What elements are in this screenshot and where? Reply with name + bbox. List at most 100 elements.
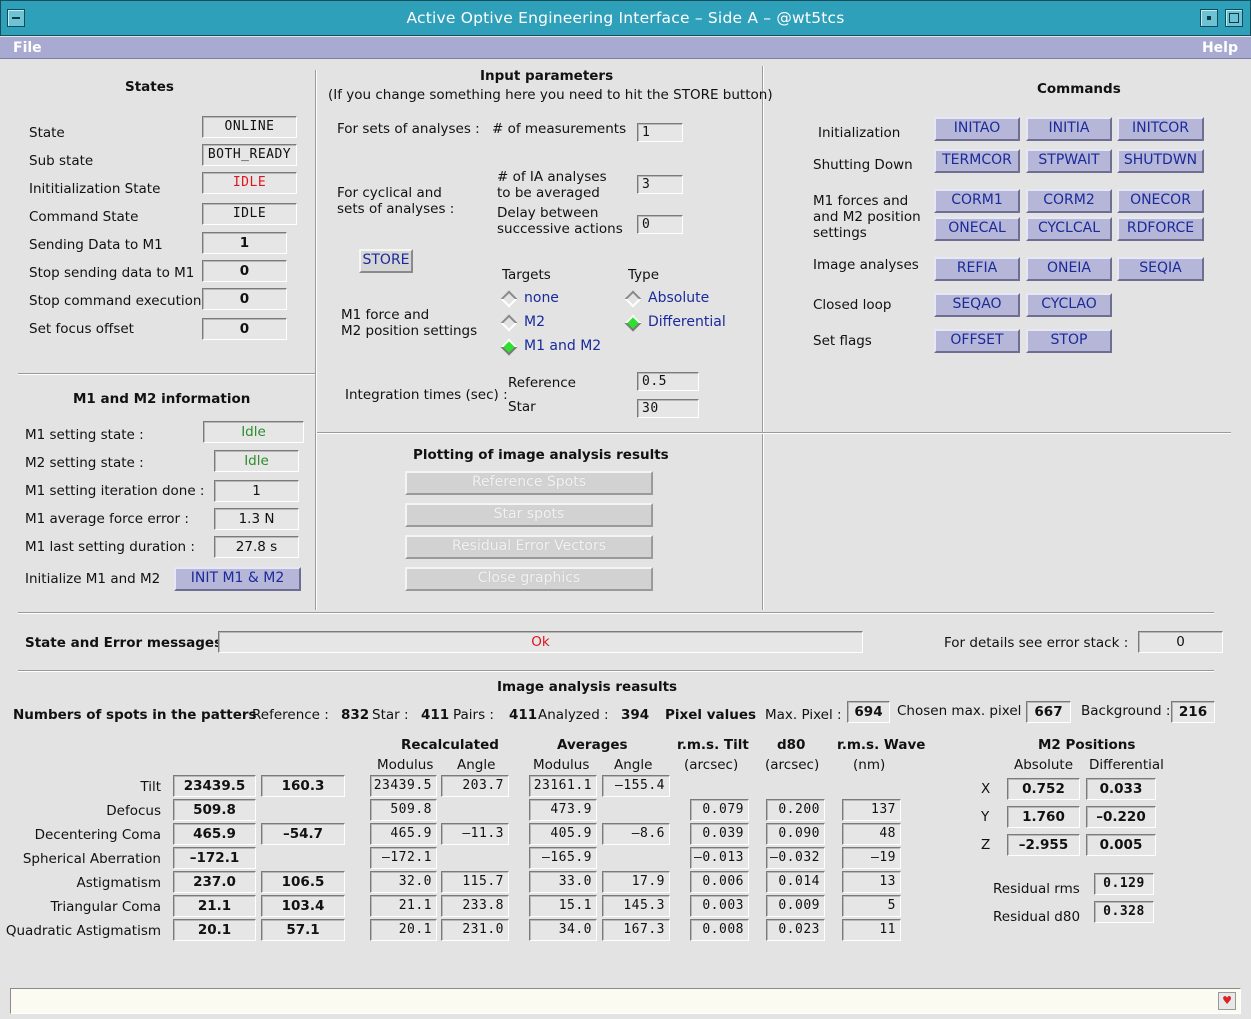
cyclcal-button[interactable]: CYCLCAL	[1026, 217, 1112, 241]
cell-rang: 115.7	[441, 871, 509, 893]
title-bar[interactable]: Active Optive Engineering Interface – Si…	[0, 0, 1251, 36]
oneia-button[interactable]: ONEIA	[1026, 257, 1112, 281]
num-measurements-input[interactable]: 1	[637, 123, 683, 142]
rdforce-button[interactable]: RDFORCE	[1117, 217, 1204, 241]
m1-force-error-label: M1 average force error :	[25, 511, 189, 527]
cell-tilt: 0.079	[690, 799, 749, 821]
focus-offset-label: Set focus offset	[29, 321, 134, 337]
target-m2-radio[interactable]	[500, 314, 518, 332]
window-menu-button[interactable]	[7, 9, 25, 27]
star-count-value: 411	[421, 707, 450, 723]
cell-aang: –8.6	[602, 823, 670, 845]
store-button[interactable]: STORE	[359, 249, 413, 273]
delay-input[interactable]: 0	[637, 215, 683, 234]
onecor-button[interactable]: ONECOR	[1117, 189, 1204, 213]
maximize-button[interactable]	[1225, 9, 1243, 27]
type-absolute-radio[interactable]	[624, 290, 642, 308]
stpwait-button[interactable]: STPWAIT	[1026, 149, 1112, 173]
shutdwn-button[interactable]: SHUTDWN	[1117, 149, 1204, 173]
row-name: Triangular Coma	[50, 899, 162, 915]
termcor-button[interactable]: TERMCOR	[934, 149, 1020, 173]
chosen-pixel-value: 667	[1026, 701, 1071, 723]
cell-rmod: 21.1	[370, 895, 437, 917]
analyzed-count-value: 394	[621, 707, 650, 723]
reference-spots-button[interactable]: Reference Spots	[405, 471, 653, 495]
initia-button[interactable]: INITIA	[1026, 117, 1112, 141]
ia-analyses-input[interactable]: 3	[637, 175, 683, 194]
sending-data-label: Sending Data to M1	[29, 237, 163, 253]
m1m2-heading: M1 and M2 information	[73, 391, 251, 407]
target-m1m2-label[interactable]: M1 and M2	[524, 338, 602, 354]
cyclao-button[interactable]: CYCLAO	[1026, 293, 1112, 317]
init-m1m2-button[interactable]: INIT M1 & M2	[174, 567, 301, 591]
cell-amod: 23161.1	[529, 775, 597, 797]
cell-d80: 0.090	[766, 823, 825, 845]
input-subheading: (If you change something here you need t…	[328, 87, 773, 103]
corm1-button[interactable]: CORM1	[934, 189, 1020, 213]
target-none-label[interactable]: none	[524, 290, 559, 306]
initao-button[interactable]: INITAO	[934, 117, 1020, 141]
rms-tilt-header: r.m.s. Tilt	[677, 737, 749, 753]
cell-d80: –0.032	[766, 847, 825, 869]
num-measurements-label: # of measurements	[492, 121, 627, 137]
target-m1m2-radio[interactable]	[500, 338, 518, 356]
cell-wave: 11	[842, 919, 901, 941]
m2-y-label: Y	[981, 809, 990, 825]
cell-tilt: 0.039	[690, 823, 749, 845]
residual-vectors-button[interactable]: Residual Error Vectors	[405, 535, 653, 559]
ref-count-value: 832	[341, 707, 370, 723]
stop-sending-label: Stop sending data to M1	[29, 265, 195, 281]
star-time-input[interactable]: 30	[637, 399, 699, 418]
cell-rmod: 20.1	[370, 919, 437, 941]
row-name: Astigmatism	[76, 875, 161, 891]
seqia-button[interactable]: SEQIA	[1117, 257, 1204, 281]
onecal-button[interactable]: ONECAL	[934, 217, 1020, 241]
target-none-radio[interactable]	[500, 290, 518, 308]
closed-loop-label: Closed loop	[813, 297, 892, 313]
cell-amod: 405.9	[529, 823, 597, 845]
m1-forces-label-1: M1 forces and	[813, 193, 909, 209]
reference-time-input[interactable]: 0.5	[637, 372, 699, 391]
menu-file[interactable]: File	[13, 40, 42, 56]
cell-amod: 34.0	[529, 919, 597, 941]
initcor-button[interactable]: INITCOR	[1117, 117, 1204, 141]
cell-wave: –19	[842, 847, 901, 869]
separator	[18, 612, 1214, 614]
target-m2-label[interactable]: M2	[524, 314, 545, 330]
delay-label-1: Delay between	[497, 205, 599, 221]
seqao-button[interactable]: SEQAO	[934, 293, 1020, 317]
corm2-button[interactable]: CORM2	[1026, 189, 1112, 213]
type-differential-label[interactable]: Differential	[648, 314, 726, 330]
cell-wave: 5	[842, 895, 901, 917]
type-differential-radio[interactable]	[624, 314, 642, 332]
analyzed-count-label: Analyzed :	[538, 707, 609, 723]
rms-wave-unit: (nm)	[853, 757, 886, 773]
star-count-label: Star :	[372, 707, 409, 723]
close-graphics-button[interactable]: Close graphics	[405, 567, 653, 591]
reference-time-label: Reference	[508, 375, 576, 391]
state-value: ONLINE	[202, 116, 297, 138]
messages-label: State and Error messages :	[25, 635, 233, 651]
menu-bar: File Help	[0, 37, 1251, 59]
cell-v1: 509.8	[173, 799, 256, 821]
image-analyses-label: Image analyses	[813, 257, 919, 273]
cell-v1: –172.1	[173, 847, 256, 869]
minimize-button[interactable]	[1200, 9, 1218, 27]
refia-button[interactable]: REFIA	[934, 257, 1020, 281]
stop-button[interactable]: STOP	[1026, 329, 1112, 353]
cell-v2: 57.1	[261, 919, 345, 941]
star-spots-button[interactable]: Star spots	[405, 503, 653, 527]
offset-button[interactable]: OFFSET	[934, 329, 1020, 353]
m2-absolute-header: Absolute	[1014, 757, 1074, 773]
cell-aang: 167.3	[602, 919, 670, 941]
cell-v1: 21.1	[173, 895, 256, 917]
m2-positions-heading: M2 Positions	[1038, 737, 1136, 753]
cell-v2: 160.3	[261, 775, 345, 797]
input-heading: Input parameters	[480, 68, 614, 84]
minimize-icon	[1207, 16, 1211, 20]
type-absolute-label[interactable]: Absolute	[648, 290, 710, 306]
cell-v2: –54.7	[261, 823, 345, 845]
heart-icon[interactable]: ♥	[1218, 992, 1236, 1010]
menu-help[interactable]: Help	[1201, 40, 1238, 56]
cell-v1: 23439.5	[173, 775, 256, 797]
